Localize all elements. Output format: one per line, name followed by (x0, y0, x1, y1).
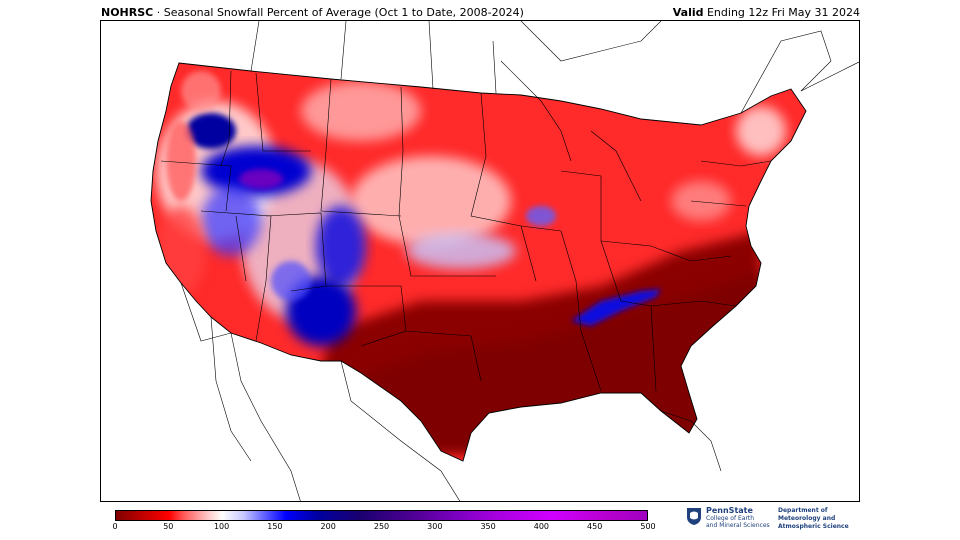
colorbar-tick: 500 (640, 522, 656, 531)
title-text: Seasonal Snowfall Percent of Average (Oc… (163, 6, 524, 19)
pennstate-logo: PennState College of Earth and Mineral S… (686, 506, 776, 534)
dept-line2: Meteorology and (778, 515, 836, 522)
colorbar-tick: 250 (373, 522, 390, 531)
colorbar-tick: 300 (427, 522, 443, 531)
dept-line3: Atmospheric Science (778, 523, 849, 530)
psu-college-line1: College of Earth (706, 515, 755, 522)
colorbar-tick: 50 (163, 522, 174, 531)
department-logo: Department of Meteorology and Atmospheri… (778, 507, 849, 531)
valid-time: Valid Ending 12z Fri May 31 2024 (673, 6, 860, 19)
colorbar-tick: 400 (533, 522, 550, 531)
title-separator: · (153, 6, 164, 19)
colorbar-tick: 150 (267, 522, 283, 531)
country-boundaries (210, 21, 859, 501)
map-title: NOHRSC · Seasonal Snowfall Percent of Av… (101, 6, 524, 19)
psu-name: PennState (706, 506, 753, 515)
colorbar (115, 510, 648, 521)
map-canvas (150, 21, 859, 501)
colorbar-tick: 350 (480, 522, 496, 531)
valid-text: Ending 12z Fri May 31 2024 (703, 6, 860, 19)
snowfall-map (100, 20, 860, 502)
colorbar-tick: 200 (320, 522, 336, 531)
snowfall-field (156, 71, 786, 451)
shield-icon (687, 508, 701, 525)
colorbar-tick: 0 (112, 522, 118, 531)
org-label: NOHRSC (101, 6, 154, 19)
psu-college-line2: and Mineral Sciences (706, 522, 770, 529)
valid-label: Valid (672, 6, 704, 19)
colorbar-ticks: 0 50 100 150 200 250 300 350 400 450 500 (112, 522, 655, 536)
colorbar-tick: 100 (213, 522, 230, 531)
psu-college: College of Earth and Mineral Sciences (706, 515, 770, 529)
colorbar-tick: 450 (587, 522, 603, 531)
dept-line1: Department of (778, 507, 828, 514)
state-boundaries (150, 62, 807, 462)
